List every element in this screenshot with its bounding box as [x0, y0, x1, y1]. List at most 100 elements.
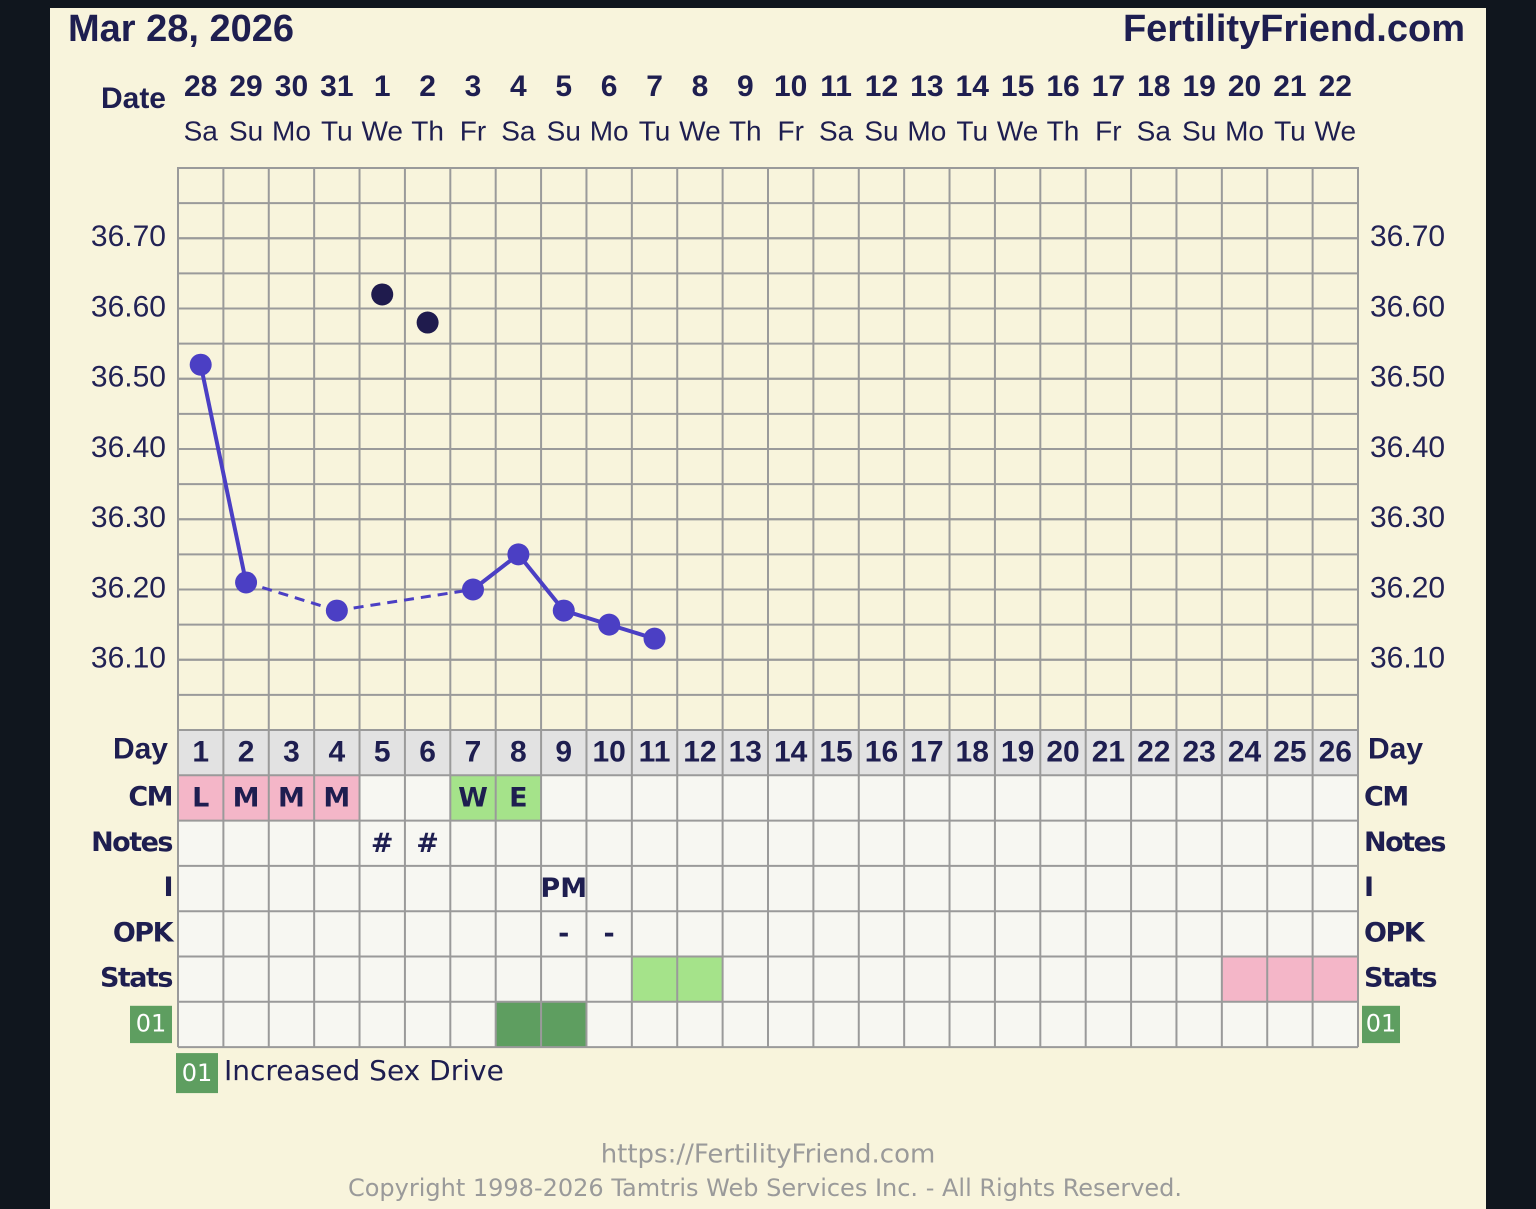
weekday-label: Fr	[460, 115, 486, 146]
temperature-point	[235, 571, 258, 594]
day-number: 12	[683, 736, 716, 769]
row-label-right: OPK	[1364, 917, 1426, 948]
code-box	[130, 1005, 172, 1044]
date-label: 9	[737, 70, 754, 103]
weekday-label: Fr	[1095, 115, 1121, 146]
chart-date: Mar 28, 2026	[68, 8, 294, 50]
day-number: 5	[374, 736, 391, 769]
colored-cell	[450, 775, 496, 821]
y-tick-label: 36.60	[91, 290, 166, 323]
y-tick-label: 36.30	[91, 501, 166, 534]
weekday-label: Tu	[321, 115, 353, 146]
temperature-point	[598, 613, 621, 636]
weekday-label: Tu	[956, 115, 988, 146]
colored-cell	[223, 775, 269, 821]
site-name: FertilityFriend.com	[1123, 8, 1465, 50]
colored-cell	[495, 775, 542, 821]
y-tick-label-right: 36.30	[1370, 501, 1445, 534]
row-label-right: I	[1364, 872, 1373, 903]
footer-url: https://FertilityFriend.com	[601, 1140, 936, 1170]
day-number: 4	[329, 736, 346, 769]
day-number: 24	[1228, 736, 1262, 769]
colored-cell	[1267, 956, 1313, 1002]
y-tick-label-right: 36.50	[1370, 361, 1445, 394]
y-tick-label-right: 36.70	[1370, 220, 1445, 253]
row-label-right: Notes	[1364, 827, 1445, 858]
colored-cell	[1312, 956, 1358, 1002]
day-number: 8	[510, 736, 527, 769]
cell-text: E	[509, 782, 527, 813]
row-label-right: Stats	[1364, 963, 1436, 994]
discarded-point	[371, 283, 394, 306]
weekday-label: Tu	[639, 115, 671, 146]
y-tick-label: 36.70	[91, 220, 166, 253]
cell-text: L	[192, 782, 209, 813]
copyright: Copyright 1998-2026 Tamtris Web Services…	[348, 1174, 1182, 1202]
date-label: 7	[646, 70, 663, 103]
y-tick-label: 36.50	[91, 361, 166, 394]
weekday-label: Mo	[272, 115, 311, 146]
day-number: 13	[729, 736, 762, 769]
row-label: Day	[113, 733, 168, 766]
cell-text: M	[233, 782, 260, 813]
row-label: OPK	[113, 917, 175, 948]
day-number: 11	[639, 736, 671, 769]
y-tick-label-right: 36.10	[1370, 642, 1445, 675]
temperature-point	[462, 578, 484, 601]
weekday-label: Th	[729, 115, 762, 146]
row-label-right: Day	[1368, 733, 1423, 766]
y-tick-label: 36.10	[91, 642, 166, 675]
date-label: 13	[910, 70, 943, 103]
day-number: 17	[910, 736, 943, 769]
date-label: 28	[184, 70, 217, 103]
temperature-point	[552, 599, 575, 622]
row-label: Stats	[100, 963, 172, 994]
date-label: 18	[1137, 70, 1170, 103]
day-number: 9	[555, 736, 572, 769]
code-label-right: 01	[1366, 1009, 1397, 1037]
discarded-point	[416, 311, 439, 334]
date-label: 31	[320, 70, 353, 103]
weekday-label: We	[997, 115, 1039, 146]
date-label: 11	[820, 70, 852, 103]
colored-cell	[1221, 956, 1268, 1002]
day-number: 15	[819, 736, 852, 769]
day-number: 7	[465, 736, 482, 769]
date-label: 3	[465, 70, 482, 103]
colored-cell	[631, 956, 678, 1002]
y-tick-label-right: 36.60	[1370, 290, 1445, 323]
date-label: 17	[1092, 70, 1125, 103]
y-tick-label: 36.20	[91, 571, 166, 604]
weekday-label: Su	[864, 115, 898, 146]
row-label: CM	[128, 781, 172, 812]
date-label: 22	[1319, 70, 1352, 103]
cell-text: -	[558, 918, 569, 949]
cell-text: M	[323, 782, 350, 813]
date-label: 19	[1182, 70, 1215, 103]
legend-text: Increased Sex Drive	[224, 1054, 504, 1087]
temperature-point	[507, 543, 530, 566]
colored-cell	[314, 775, 360, 821]
cell-text: M	[278, 782, 305, 813]
day-number: 23	[1182, 736, 1215, 769]
colored-cell	[178, 775, 224, 821]
weekday-label: Sa	[819, 115, 854, 146]
date-label: 30	[275, 70, 308, 103]
weekday-label: Mo	[907, 115, 946, 146]
y-tick-label-right: 36.20	[1370, 571, 1445, 604]
weekday-label: Su	[229, 115, 263, 146]
day-number: 16	[865, 736, 898, 769]
cell-text: W	[458, 782, 488, 813]
day-number: 19	[1001, 736, 1034, 769]
date-label: 20	[1228, 70, 1261, 103]
colored-cell	[541, 1001, 587, 1048]
weekday-label: We	[679, 115, 721, 146]
date-label: 2	[419, 70, 436, 103]
weekday-label: Sa	[501, 115, 536, 146]
y-tick-label: 36.40	[91, 431, 166, 464]
date-label: 15	[1001, 70, 1034, 103]
weekday-label: Tu	[1274, 115, 1306, 146]
row-label: I	[163, 872, 172, 903]
